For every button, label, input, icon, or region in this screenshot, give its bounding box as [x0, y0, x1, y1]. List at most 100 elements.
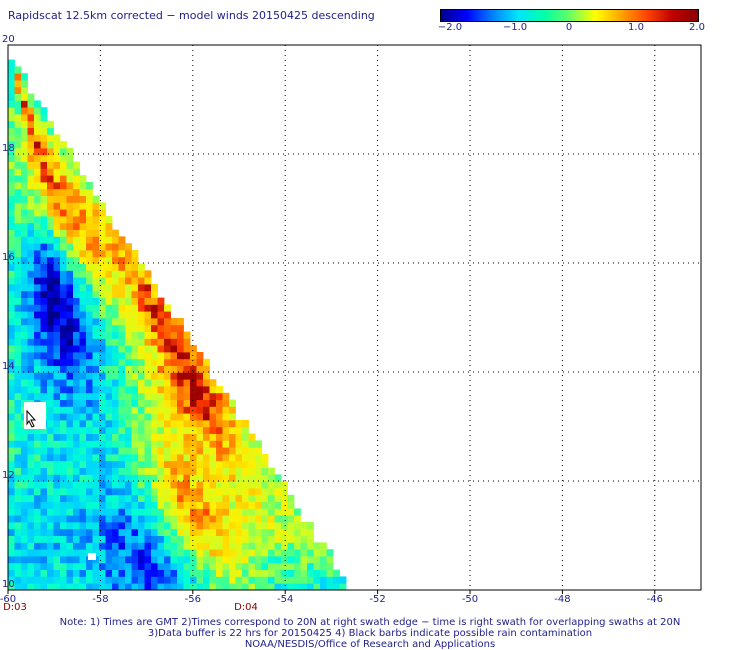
swath-cell [86, 365, 93, 373]
lon-tick-label: -56 [185, 594, 201, 605]
swath-cell [170, 481, 178, 489]
swath-cell [53, 290, 61, 298]
swath-cell [151, 556, 158, 564]
swath-cell [274, 481, 282, 489]
swath-cell [144, 420, 152, 428]
swath-cell [53, 256, 61, 264]
swath-cell [47, 202, 54, 210]
swath-cell [99, 474, 106, 482]
swath-cell [105, 297, 113, 305]
swath-cell [34, 488, 41, 496]
swath-cell [157, 304, 165, 312]
swath-cell [14, 120, 22, 128]
swath-cell [164, 569, 171, 577]
swath-cell [281, 583, 288, 591]
swath-cell [14, 535, 22, 543]
swath-cell [125, 556, 132, 564]
swath-cell [60, 399, 67, 407]
swath-cell [164, 379, 171, 387]
swath-cell [164, 311, 171, 319]
swath-cell [157, 338, 165, 346]
swath-cell [86, 528, 93, 536]
swath-cell [27, 127, 35, 135]
swath-cell [105, 440, 113, 448]
swath-cell [34, 161, 41, 169]
swath-cell [157, 522, 165, 530]
swath-cell [248, 460, 256, 468]
swath-cell [53, 406, 61, 414]
swath-cell [164, 515, 171, 523]
swath-cell [92, 433, 100, 441]
swath-cell [47, 222, 54, 230]
swath-cell [151, 481, 158, 489]
swath-cell [229, 413, 236, 421]
swath-cell [222, 549, 230, 557]
swath-cell [105, 392, 113, 400]
swath-cell [99, 399, 106, 407]
swath-cell [47, 583, 54, 591]
swath-cell [248, 569, 256, 577]
swath-cell [125, 535, 132, 543]
swath-cell [164, 426, 171, 434]
swath-cell [261, 522, 269, 530]
swath-cell [105, 569, 113, 577]
swath-cell [14, 86, 22, 94]
swath-cell [73, 542, 80, 550]
swath-cell [138, 569, 145, 577]
swath-cell [53, 413, 61, 421]
swath-cell [53, 392, 61, 400]
swath-cell [47, 358, 54, 366]
swath-cell [66, 311, 74, 319]
swath-cell [287, 528, 295, 536]
swath-cell [170, 426, 178, 434]
swath-cell [170, 433, 178, 441]
swath-cell [229, 426, 236, 434]
swath-cell [8, 154, 15, 162]
swath-cell [300, 569, 308, 577]
swath-cell [105, 222, 113, 230]
swath-cell [40, 379, 48, 387]
swath-cell [118, 542, 126, 550]
swath-cell [138, 522, 145, 530]
swath-cell [92, 352, 100, 360]
swath-cell [60, 562, 67, 570]
swath-cell [66, 501, 74, 509]
swath-cell [151, 318, 158, 326]
swath-cell [255, 474, 262, 482]
swath-cell [170, 440, 178, 448]
swath-cell [34, 168, 41, 176]
swath-cell [66, 318, 74, 326]
swath-cell [99, 352, 106, 360]
swath-cell [27, 120, 35, 128]
swath-cell [47, 195, 54, 203]
swath-cell [281, 515, 288, 523]
swath-cell [248, 494, 256, 502]
lat-tick-label: 14 [2, 361, 15, 372]
colorbar-label: −1.0 [502, 22, 528, 33]
swath-cell [209, 379, 217, 387]
swath-cell [131, 263, 139, 271]
swath-cell [190, 426, 197, 434]
swath-cell [125, 290, 132, 298]
swath-cell [177, 392, 184, 400]
swath-cell [170, 583, 178, 591]
swath-cell [34, 433, 41, 441]
swath-cell [209, 413, 217, 421]
swath-cell [222, 522, 230, 530]
swath-cell [14, 338, 22, 346]
swath-cell [229, 576, 236, 584]
swath-cell [53, 195, 61, 203]
swath-cell [125, 420, 132, 428]
swath-cell [21, 447, 28, 455]
swath-cell [86, 501, 93, 509]
swath-cell [66, 406, 74, 414]
swath-cell [131, 379, 139, 387]
swath-cell [216, 576, 223, 584]
swath-cell [203, 474, 210, 482]
swath-cell [73, 454, 80, 462]
swath-cell [73, 583, 80, 591]
swath-cell [66, 528, 74, 536]
swath-cell [79, 569, 87, 577]
cursor-icon [26, 409, 37, 428]
